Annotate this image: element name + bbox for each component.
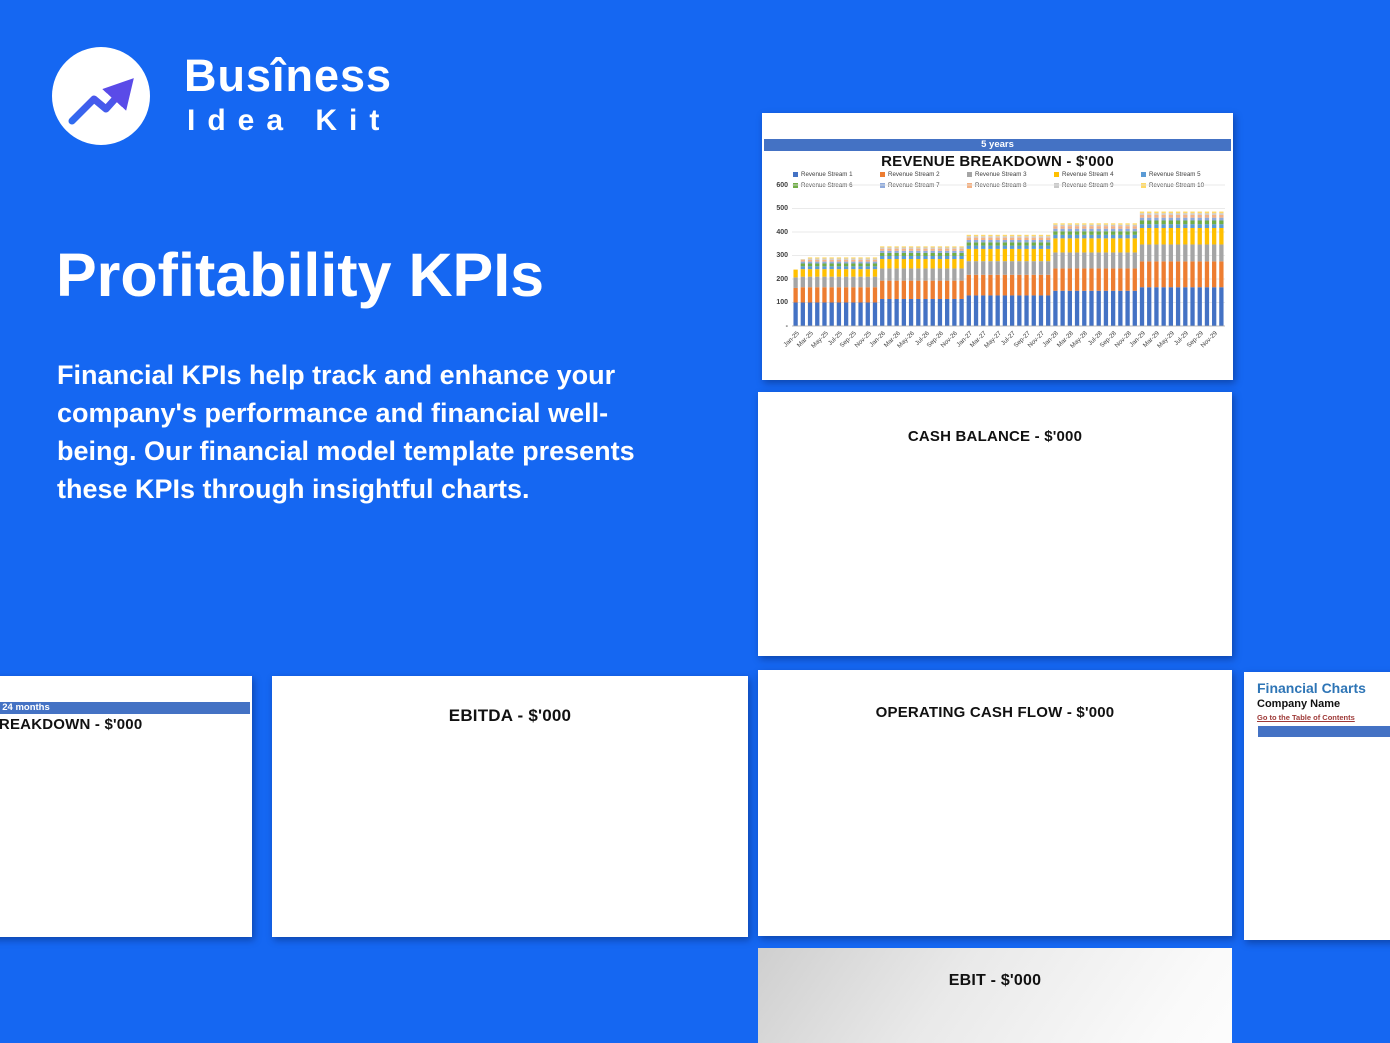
series-revenue-stream-10 [800, 211, 1224, 260]
y-tick-label: 300 [776, 252, 788, 259]
ebit-chart [758, 948, 1232, 1043]
legend-item: Revenue Stream 4 [1054, 171, 1114, 178]
y-tick-label: 500 [776, 205, 788, 212]
legend-label: Revenue Stream 6 [801, 182, 853, 189]
legend-swatch [880, 172, 885, 177]
legend-swatch [1141, 183, 1146, 188]
period-badge: 24 months [0, 702, 250, 714]
y-tick-label: - [785, 322, 788, 330]
y-tick-label: 400 [776, 228, 788, 236]
series-revenue-stream-6 [800, 220, 1224, 267]
panel-ebitda: EBITDA - $'000 [272, 676, 748, 937]
gridlines [792, 184, 1225, 327]
brand-logo [52, 47, 150, 145]
legend-label: Revenue Stream 7 [888, 182, 940, 189]
legend-item: Revenue Stream 1 [793, 171, 853, 178]
legend-swatch [1054, 172, 1059, 177]
series-revenue-stream-2 [793, 261, 1224, 303]
revenue-breakdown-24m-mini-chart [1244, 672, 1390, 940]
period-badge-label: 24 months [2, 702, 50, 713]
brand-name-line2: Idea Kit [187, 104, 392, 137]
period-badge: 24 months [1258, 726, 1390, 737]
chart-title: OPERATING CASH FLOW - $'000 [875, 704, 1115, 721]
legend-item: Revenue Stream 9 [1054, 182, 1114, 189]
y-tick-label: 600 [776, 181, 788, 189]
series-revenue-stream-8 [800, 214, 1224, 262]
chart-title: CASH BALANCE - $'000 [907, 428, 1083, 445]
legend-swatch [967, 172, 972, 177]
legend-item: Revenue Stream 2 [880, 171, 940, 178]
legend-swatch [793, 183, 798, 188]
legend-label: Revenue Stream 1 [801, 171, 853, 178]
legend-item: Revenue Stream 7 [880, 182, 940, 189]
legend-item: Revenue Stream 8 [967, 182, 1027, 189]
series-revenue-stream-7 [800, 217, 1224, 264]
chart-title: EBITDA - $'000 [448, 706, 572, 725]
legend-label: Revenue Stream 9 [1062, 182, 1114, 189]
legend-swatch [880, 183, 885, 188]
panel-operating-cash-flow: OPERATING CASH FLOW - $'000 [758, 670, 1232, 936]
revenue_breakdown_5y-plot [792, 184, 1225, 327]
operating-cash-flow-chart [758, 670, 1232, 936]
legend-label: Revenue Stream 4 [1062, 171, 1114, 178]
page-description: Financial KPIs help track and enhance yo… [57, 360, 635, 504]
legend-item: Revenue Stream 5 [1141, 171, 1201, 178]
panel-revenue-breakdown-24m: 24 months REVENUE BREAKDOWN - $'000 [0, 676, 252, 937]
period-badge-label: 5 years [981, 139, 1014, 150]
legend-label: Revenue Stream 2 [888, 171, 940, 178]
panel-financial-charts-sheet: Financial Charts Company Name Go to the … [1244, 672, 1390, 940]
sheet-heading: Financial Charts [1257, 680, 1366, 696]
cash-balance-chart [758, 392, 1232, 656]
chart-title: REVENUE BREAKDOWN - $'000 [0, 716, 143, 733]
panel-ebit: EBIT - $'000 [758, 948, 1232, 1043]
revenue-breakdown-5y-chart: Revenue Stream 1 Revenue Stream 2 Revenue … [762, 113, 1233, 380]
legend-swatch [967, 183, 972, 188]
series-revenue-stream-1 [793, 287, 1224, 326]
ebitda-chart [272, 676, 748, 937]
legend-label: Revenue Stream 10 [1149, 182, 1205, 189]
legend-item: Revenue Stream 3 [967, 171, 1027, 178]
table-of-contents-link[interactable]: Go to the Table of Contents [1257, 713, 1355, 722]
series-revenue-stream-5 [800, 224, 1224, 270]
legend-label: Revenue Stream 8 [975, 182, 1027, 189]
panel-revenue-breakdown-5y: 5 years REVENUE BREAKDOWN - $'000 Revenu… [762, 113, 1233, 380]
panel-cash-balance: CASH BALANCE - $'000 [758, 392, 1232, 656]
growth-arrow-icon [68, 78, 134, 125]
legend-label: Revenue Stream 5 [1149, 171, 1201, 178]
y-tick-label: 200 [776, 275, 788, 283]
y-tick-label: 100 [776, 299, 788, 306]
chart-title: EBIT - $'000 [948, 972, 1042, 989]
series-revenue-stream-9 [800, 213, 1224, 260]
company-name: Company Name [1257, 698, 1341, 710]
legend-item: Revenue Stream 10 [1141, 182, 1204, 189]
period-badge: 5 years [764, 139, 1231, 151]
series-revenue-stream-3 [793, 244, 1224, 288]
legend-swatch [1141, 172, 1146, 177]
revenue-breakdown-24m-chart [0, 676, 252, 937]
legend-swatch [793, 172, 798, 177]
legend-swatch [1054, 183, 1059, 188]
chart-title: REVENUE BREAKDOWN - $'000 [881, 153, 1114, 170]
legend-label: Revenue Stream 3 [975, 171, 1027, 178]
brand-name: Busîness [184, 50, 393, 101]
series-revenue-stream-4 [793, 228, 1224, 278]
page-title: Profitability KPIs [56, 241, 545, 309]
legend-item: Revenue Stream 6 [793, 182, 853, 189]
